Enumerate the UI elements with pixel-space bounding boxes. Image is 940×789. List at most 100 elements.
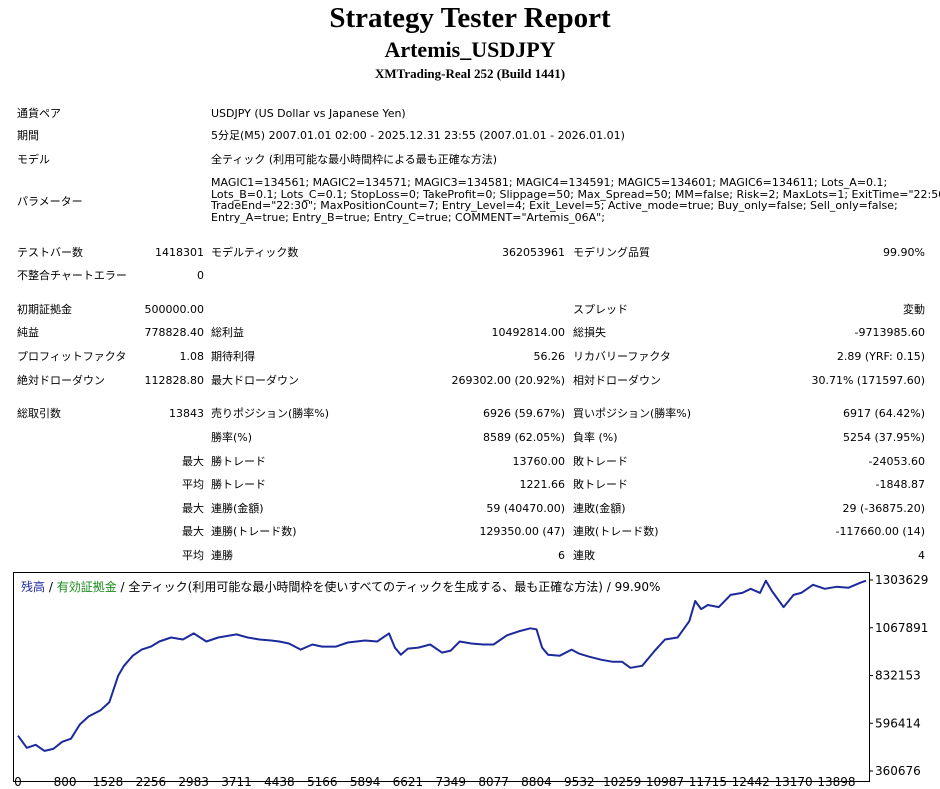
gross-loss-label: 総損失 bbox=[573, 326, 606, 339]
avg-cons-wins-label: 連勝 bbox=[211, 549, 233, 562]
cons-loss-money-value: 29 (-36875.20) bbox=[842, 502, 925, 515]
rel-dd-value: 30.71% (171597.60) bbox=[811, 374, 925, 387]
cons-loss-count-label: 連敗(トレード数) bbox=[573, 525, 659, 538]
x-tick-label: 4438 bbox=[264, 775, 295, 789]
x-tick-label: 2256 bbox=[136, 775, 167, 789]
x-tick-label: 8804 bbox=[521, 775, 552, 789]
cons-loss-money-label: 連敗(金額) bbox=[573, 502, 626, 515]
server-build: XMTrading-Real 252 (Build 1441) bbox=[374, 66, 566, 81]
recovery-label: リカバリーファクタ bbox=[573, 350, 671, 363]
payoff-value: 56.26 bbox=[533, 350, 566, 363]
bars-label: テストバー数 bbox=[17, 246, 83, 259]
mismatch-label: 不整合チャートエラー bbox=[17, 269, 127, 282]
x-tick-label: 6621 bbox=[393, 775, 424, 789]
short-label: 売りポジション(勝率%) bbox=[211, 407, 330, 420]
x-tick-label: 13898 bbox=[817, 775, 855, 789]
y-tick-label: 1303629 bbox=[875, 573, 928, 587]
report-subtitle: Artemis_USDJPY bbox=[384, 37, 556, 62]
params-line: MAGIC1=134561; MAGIC2=134571; MAGIC3=134… bbox=[211, 176, 888, 189]
pair-label: 通貨ペア bbox=[17, 107, 61, 120]
quality-value: 99.90% bbox=[883, 246, 925, 259]
abs-dd-value: 112828.80 bbox=[144, 374, 205, 387]
loss-label: 負率 (%) bbox=[573, 431, 618, 444]
largest-label: 最大 bbox=[182, 455, 204, 468]
bars-value: 1418301 bbox=[155, 246, 204, 259]
gross-loss-value: -9713985.60 bbox=[854, 326, 925, 339]
avg-cons-loss-label: 連敗 bbox=[573, 549, 595, 562]
params-value: MAGIC1=134561; MAGIC2=134571; MAGIC3=134… bbox=[211, 176, 940, 224]
cons-wins-count-value: 129350.00 (47) bbox=[479, 525, 565, 538]
x-tick-label: 11715 bbox=[689, 775, 727, 789]
cons-wins-money-label: 連勝(金額) bbox=[211, 502, 264, 515]
ticks-label: モデルティック数 bbox=[211, 246, 299, 259]
period-value: 5分足(M5) 2007.01.01 02:00 - 2025.12.31 23… bbox=[211, 129, 625, 142]
largest-loss-value: -24053.60 bbox=[868, 455, 925, 468]
legend-balance: 残高 bbox=[21, 580, 46, 594]
win-label: 勝率(%) bbox=[211, 431, 253, 444]
average-label: 平均 bbox=[182, 478, 204, 491]
cons-wins-money-value: 59 (40470.00) bbox=[486, 502, 565, 515]
x-tick-label: 3711 bbox=[221, 775, 252, 789]
largest-win-value: 13760.00 bbox=[512, 455, 566, 468]
model-label: モデル bbox=[17, 153, 50, 166]
largest-win-label: 勝トレード bbox=[211, 455, 266, 468]
spread-label: スプレッド bbox=[573, 303, 628, 316]
params-line: Entry_A=true; Entry_B=true; Entry_C=true… bbox=[211, 210, 605, 224]
x-tick-label: 0 bbox=[14, 775, 22, 789]
y-tick-label: 1067891 bbox=[875, 621, 928, 635]
x-tick-label: 5166 bbox=[307, 775, 338, 789]
deposit-value: 500000.00 bbox=[144, 303, 205, 316]
params-line: Lots_B=0.1; Lots_C=0.1; StopLoss=0; Take… bbox=[211, 187, 940, 201]
max-dd-value: 269302.00 (20.92%) bbox=[451, 374, 565, 387]
x-tick-label: 10259 bbox=[603, 775, 641, 789]
short-value: 6926 (59.67%) bbox=[482, 407, 565, 420]
spread-value: 変動 bbox=[903, 303, 925, 316]
legend-equity: 有効証拠金 bbox=[56, 580, 117, 594]
largest-loss-label: 敗トレード bbox=[573, 455, 628, 468]
report-title: Strategy Tester Report bbox=[329, 2, 611, 34]
cons-loss-count-value: -117660.00 (14) bbox=[835, 525, 925, 538]
mismatch-value: 0 bbox=[197, 269, 204, 282]
avg-cons-wins-value: 6 bbox=[558, 549, 565, 562]
avg-win-value: 1221.66 bbox=[519, 478, 566, 491]
pair-value: USDJPY (US Dollar vs Japanese Yen) bbox=[211, 107, 406, 120]
long-label: 買いポジション(勝率%) bbox=[573, 407, 692, 420]
cons-wins-count-label: 連勝(トレード数) bbox=[211, 525, 297, 538]
x-tick-label: 13170 bbox=[774, 775, 812, 789]
gross-profit-value: 10492814.00 bbox=[491, 326, 565, 339]
legend-separator: / bbox=[45, 580, 57, 594]
recovery-value: 2.89 (YRF: 0.15) bbox=[836, 350, 925, 363]
params-label: パラメーター bbox=[17, 195, 83, 208]
long-value: 6917 (64.42%) bbox=[842, 407, 925, 420]
payoff-label: 期待利得 bbox=[211, 350, 255, 363]
avg-loss-label: 敗トレード bbox=[573, 478, 628, 491]
y-tick-label: 360676 bbox=[875, 764, 921, 778]
gross-profit-label: 総利益 bbox=[211, 326, 244, 339]
net-label: 純益 bbox=[17, 326, 39, 339]
max-dd-label: 最大ドローダウン bbox=[211, 374, 299, 387]
rel-dd-label: 相対ドローダウン bbox=[573, 374, 661, 387]
avg-cons-loss-value: 4 bbox=[918, 549, 925, 562]
series-line-balance bbox=[17, 579, 867, 752]
pf-label: プロフィットファクタ bbox=[17, 350, 127, 363]
model-value: 全ティック (利用可能な最小時間枠による最も正確な方法) bbox=[211, 153, 498, 166]
y-tick-label: 832153 bbox=[875, 669, 921, 683]
max1-label: 最大 bbox=[182, 502, 204, 515]
ticks-value: 362053961 bbox=[502, 246, 565, 259]
x-tick-label: 9532 bbox=[564, 775, 595, 789]
avg-win-label: 勝トレード bbox=[211, 478, 266, 491]
quality-label: モデリング品質 bbox=[573, 246, 650, 259]
deposit-label: 初期証拠金 bbox=[17, 303, 72, 316]
avg-loss-value: -1848.87 bbox=[875, 478, 925, 491]
x-tick-label: 2983 bbox=[178, 775, 209, 789]
max2-label: 最大 bbox=[182, 525, 204, 538]
x-tick-label: 800 bbox=[54, 775, 77, 789]
x-tick-label: 10987 bbox=[646, 775, 684, 789]
abs-dd-label: 絶対ドローダウン bbox=[17, 374, 105, 387]
x-tick-label: 5894 bbox=[350, 775, 381, 789]
period-label: 期間 bbox=[17, 129, 39, 142]
trades-label: 総取引数 bbox=[17, 407, 61, 420]
chart-legend: 残高 / 有効証拠金 / 全ティック(利用可能な最小時間枠を使いすべてのティック… bbox=[21, 578, 660, 595]
net-value: 778828.40 bbox=[144, 326, 205, 339]
